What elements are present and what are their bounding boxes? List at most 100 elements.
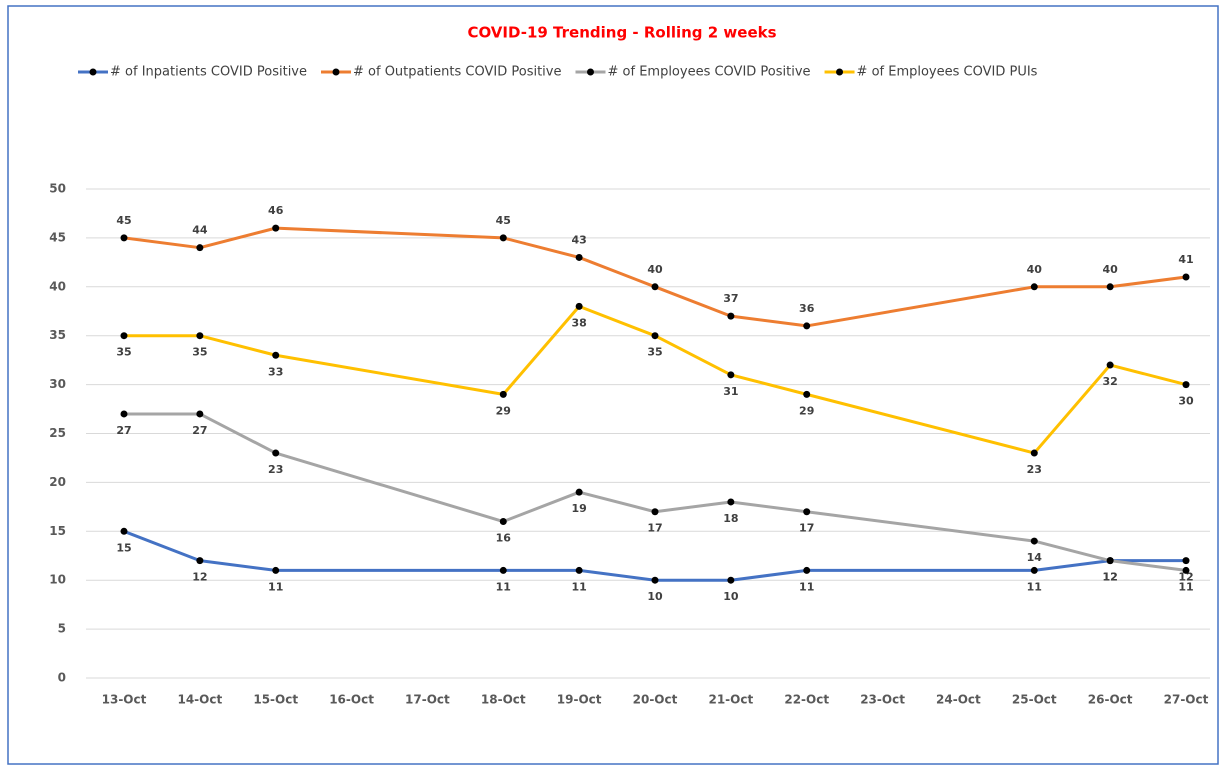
data-point bbox=[651, 283, 659, 291]
data-label: 29 bbox=[496, 404, 511, 417]
data-label: 40 bbox=[1102, 263, 1118, 276]
data-point bbox=[803, 566, 811, 574]
data-label: 38 bbox=[571, 316, 586, 329]
data-label: 45 bbox=[116, 214, 131, 227]
y-tick-label: 35 bbox=[49, 328, 66, 342]
data-point bbox=[1030, 449, 1038, 457]
data-point bbox=[272, 351, 280, 359]
data-point bbox=[1106, 557, 1114, 565]
data-label: 11 bbox=[1027, 580, 1042, 593]
data-label: 37 bbox=[723, 292, 738, 305]
data-point bbox=[1182, 557, 1190, 565]
legend-label: # of Outpatients COVID Positive bbox=[353, 65, 562, 80]
y-tick-label: 45 bbox=[49, 230, 66, 244]
data-point bbox=[1030, 566, 1038, 574]
data-label: 11 bbox=[799, 580, 814, 593]
data-label: 12 bbox=[192, 571, 207, 584]
legend-marker bbox=[332, 68, 340, 76]
x-tick-label: 25-Oct bbox=[1012, 693, 1057, 707]
data-label: 32 bbox=[1102, 375, 1117, 388]
data-label: 23 bbox=[1027, 463, 1042, 476]
data-label: 46 bbox=[268, 204, 284, 217]
data-label: 18 bbox=[723, 512, 738, 525]
data-label: 19 bbox=[571, 502, 586, 515]
data-label: 41 bbox=[1178, 253, 1193, 266]
data-point bbox=[575, 253, 583, 261]
data-label: 35 bbox=[116, 346, 131, 359]
data-label: 33 bbox=[268, 365, 283, 378]
y-tick-label: 10 bbox=[49, 573, 66, 587]
y-tick-label: 25 bbox=[49, 426, 66, 440]
data-point bbox=[727, 498, 735, 506]
x-tick-label: 26-Oct bbox=[1088, 693, 1133, 707]
data-point bbox=[120, 234, 128, 242]
data-label: 36 bbox=[799, 302, 815, 315]
legend-label: # of Inpatients COVID Positive bbox=[110, 65, 307, 80]
data-point bbox=[1030, 283, 1038, 291]
data-label: 10 bbox=[723, 590, 739, 603]
data-label: 11 bbox=[1178, 580, 1193, 593]
data-label: 12 bbox=[1102, 571, 1117, 584]
y-tick-label: 0 bbox=[58, 671, 66, 685]
x-tick-label: 27-Oct bbox=[1164, 693, 1209, 707]
data-label: 11 bbox=[496, 580, 511, 593]
data-label: 40 bbox=[1027, 263, 1043, 276]
data-label: 11 bbox=[571, 580, 586, 593]
x-tick-label: 15-Oct bbox=[253, 693, 298, 707]
x-tick-label: 16-Oct bbox=[329, 693, 374, 707]
data-point bbox=[499, 390, 507, 398]
data-point bbox=[196, 557, 204, 565]
data-label: 40 bbox=[647, 263, 663, 276]
x-tick-label: 17-Oct bbox=[405, 693, 450, 707]
data-label: 12 bbox=[1102, 571, 1117, 584]
y-tick-label: 40 bbox=[49, 279, 66, 293]
data-label: 31 bbox=[723, 385, 738, 398]
data-point bbox=[120, 527, 128, 535]
data-label: 45 bbox=[496, 214, 511, 227]
legend-label: # of Employees COVID Positive bbox=[608, 65, 811, 80]
data-label: 17 bbox=[647, 522, 662, 535]
data-label: 11 bbox=[268, 580, 283, 593]
chart-title: COVID-19 Trending - Rolling 2 weeks bbox=[467, 24, 776, 42]
data-point bbox=[1182, 273, 1190, 281]
x-tick-label: 13-Oct bbox=[102, 693, 147, 707]
data-point bbox=[196, 332, 204, 340]
y-tick-label: 30 bbox=[49, 377, 66, 391]
data-point bbox=[272, 449, 280, 457]
data-point bbox=[499, 566, 507, 574]
data-label: 10 bbox=[647, 590, 663, 603]
data-point bbox=[1182, 566, 1190, 574]
x-tick-label: 22-Oct bbox=[784, 693, 829, 707]
data-point bbox=[803, 508, 811, 516]
x-tick-label: 23-Oct bbox=[860, 693, 905, 707]
data-label: 14 bbox=[1027, 551, 1043, 564]
legend-marker bbox=[89, 68, 97, 76]
data-label: 23 bbox=[268, 463, 283, 476]
data-label: 30 bbox=[1178, 395, 1194, 408]
data-point bbox=[803, 390, 811, 398]
data-point bbox=[575, 566, 583, 574]
data-point bbox=[120, 410, 128, 418]
data-point bbox=[651, 576, 659, 584]
data-point bbox=[196, 410, 204, 418]
legend-marker bbox=[836, 68, 844, 76]
data-point bbox=[803, 322, 811, 330]
data-point bbox=[499, 518, 507, 526]
data-point bbox=[1182, 381, 1190, 389]
y-tick-label: 15 bbox=[49, 524, 66, 538]
data-point bbox=[1106, 361, 1114, 369]
x-tick-label: 19-Oct bbox=[557, 693, 602, 707]
data-label: 43 bbox=[571, 233, 586, 246]
y-tick-label: 20 bbox=[49, 475, 66, 489]
x-tick-label: 18-Oct bbox=[481, 693, 526, 707]
data-label: 35 bbox=[192, 346, 207, 359]
data-label: 16 bbox=[496, 532, 512, 545]
legend-marker bbox=[587, 68, 594, 76]
data-point bbox=[1106, 283, 1114, 291]
data-label: 44 bbox=[192, 224, 208, 237]
data-label: 15 bbox=[116, 541, 131, 554]
data-point bbox=[196, 244, 204, 252]
data-point bbox=[651, 332, 659, 340]
data-point bbox=[575, 488, 583, 496]
